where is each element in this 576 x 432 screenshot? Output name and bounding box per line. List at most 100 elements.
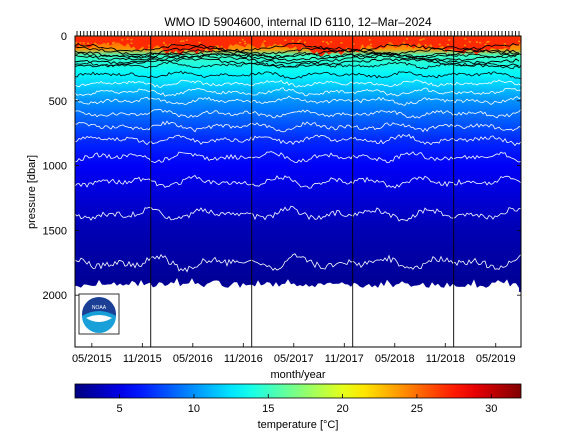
mixed-layer-speck (263, 40, 266, 42)
mixed-layer-speck (518, 40, 520, 43)
mixed-layer-speck (327, 43, 330, 45)
mixed-layer-speck (340, 42, 343, 44)
mixed-layer-speck (352, 43, 355, 45)
mixed-layer-speck (463, 44, 466, 47)
surface-mixed-layer (75, 36, 521, 68)
mixed-layer-speck (243, 40, 246, 43)
mixed-layer-speck (130, 42, 133, 44)
mixed-layer-speck (239, 41, 241, 44)
mixed-layer-speck (182, 40, 185, 42)
mixed-layer-speck (156, 45, 159, 47)
x-tick-label: 05/2016 (173, 353, 213, 365)
mixed-layer-speck (82, 42, 85, 44)
mixed-layer-speck (112, 42, 114, 44)
colorbar-tick-label: 5 (117, 403, 123, 415)
mixed-layer-speck (198, 41, 201, 44)
mixed-layer-speck (244, 43, 247, 45)
x-tick-label: 11/2018 (426, 353, 465, 365)
mixed-layer-speck (368, 39, 371, 41)
mixed-layer-speck (121, 39, 124, 41)
mixed-layer-speck (83, 44, 86, 46)
colorbar-tick-label: 25 (411, 403, 423, 415)
colorbar (74, 383, 522, 399)
colorbar-tick-label: 15 (262, 403, 274, 415)
isotherm-line (75, 174, 521, 189)
y-axis-label: pressure [dbar] (26, 155, 38, 229)
y-tick-label: 500 (49, 96, 67, 108)
thermocline-contour (75, 42, 519, 53)
y-tick-label: 0 (61, 31, 67, 43)
isotherm-line (75, 151, 521, 164)
isotherm-line (75, 108, 521, 119)
mixed-layer-speck (168, 44, 171, 46)
mixed-layer-speck (484, 43, 487, 46)
top-tick-marks (76, 31, 520, 36)
noaa-logo: NOAA (78, 293, 120, 335)
mixed-layer-speck (510, 45, 512, 47)
isotherm-line (75, 120, 521, 133)
mixed-layer-speck (468, 41, 471, 43)
isotherm-line (75, 51, 521, 60)
isotherm-line (75, 253, 521, 273)
mixed-layer-speck (284, 39, 287, 41)
mixed-layer-speck (79, 42, 82, 44)
chart-title: WMO ID 5904600, internal ID 6110, 12–Mar… (164, 15, 432, 29)
isotherm-line (75, 87, 521, 97)
mixed-layer-speck (163, 42, 165, 44)
y-tick-label: 1500 (43, 225, 67, 237)
vertical-markers (150, 36, 455, 347)
x-axis-ticks: 05/2015 11/2015 05/2016 11/2016 05/2017 11/20… (72, 343, 516, 365)
mixed-layer-speck (322, 40, 325, 43)
x-tick-label: 05/2019 (476, 353, 516, 365)
mixed-layer-speck (107, 42, 109, 45)
mixed-layer-speck (230, 45, 233, 47)
mixed-layer-speck (464, 38, 467, 40)
mixed-layer-speck (330, 41, 333, 43)
profile-bottom-edge (75, 278, 521, 347)
mixed-layer-speck (185, 39, 188, 41)
plot-area (75, 36, 521, 347)
mixed-layer-speck (446, 44, 449, 46)
x-axis-label: month/year (270, 369, 325, 381)
colorbar-label: temperature [°C] (258, 419, 339, 431)
y-tick-label: 1000 (43, 161, 67, 173)
mixed-layer-speck (299, 39, 302, 42)
temperature-field (75, 36, 521, 292)
mixed-layer-speck (479, 41, 482, 44)
mixed-layer-speck (241, 38, 244, 41)
thermocline-contour (75, 54, 520, 65)
mixed-layer-speck (75, 42, 78, 44)
mixed-layer-speck (148, 44, 151, 47)
y-axis-ticks: 0 500 1000 1500 2000 (43, 31, 521, 302)
mixed-layer-speck (130, 38, 133, 41)
x-tick-label: 05/2017 (274, 353, 314, 365)
x-tick-label: 11/2015 (123, 353, 162, 365)
colorbar-tick-label: 30 (485, 403, 497, 415)
mixed-layer-speck (325, 41, 328, 43)
isotherm-line (75, 133, 521, 147)
mixed-layer-speck (180, 40, 183, 43)
logo-wing (86, 315, 112, 322)
mixed-layer-speck (126, 38, 129, 40)
mixed-layer-speck (503, 43, 506, 45)
mixed-layer-speck (420, 38, 423, 41)
mixed-layer-speck (304, 41, 306, 44)
mixed-layer-speck (422, 38, 425, 40)
thermocline-contour (75, 49, 520, 59)
y-tick-label: 2000 (43, 290, 67, 302)
isotherm-contours (75, 51, 521, 273)
mixed-layer-speck (406, 38, 408, 40)
x-tick-label: 11/2016 (224, 353, 263, 365)
isotherm-line (75, 205, 521, 222)
colorbar-tick-label: 20 (336, 403, 348, 415)
mixed-layer-speck (487, 40, 490, 43)
thermocline-contour (75, 46, 520, 56)
mixed-layer-band (75, 36, 521, 57)
isotherm-line (75, 61, 521, 70)
mixed-layer-speck (369, 43, 372, 46)
x-tick-label: 11/2017 (325, 353, 364, 365)
logo-text: NOAA (92, 305, 107, 311)
colorbar-ticks: 5 10 15 20 25 30 (117, 394, 497, 415)
mixed-layer-speck (78, 45, 81, 47)
thermocline-contour (75, 51, 520, 62)
